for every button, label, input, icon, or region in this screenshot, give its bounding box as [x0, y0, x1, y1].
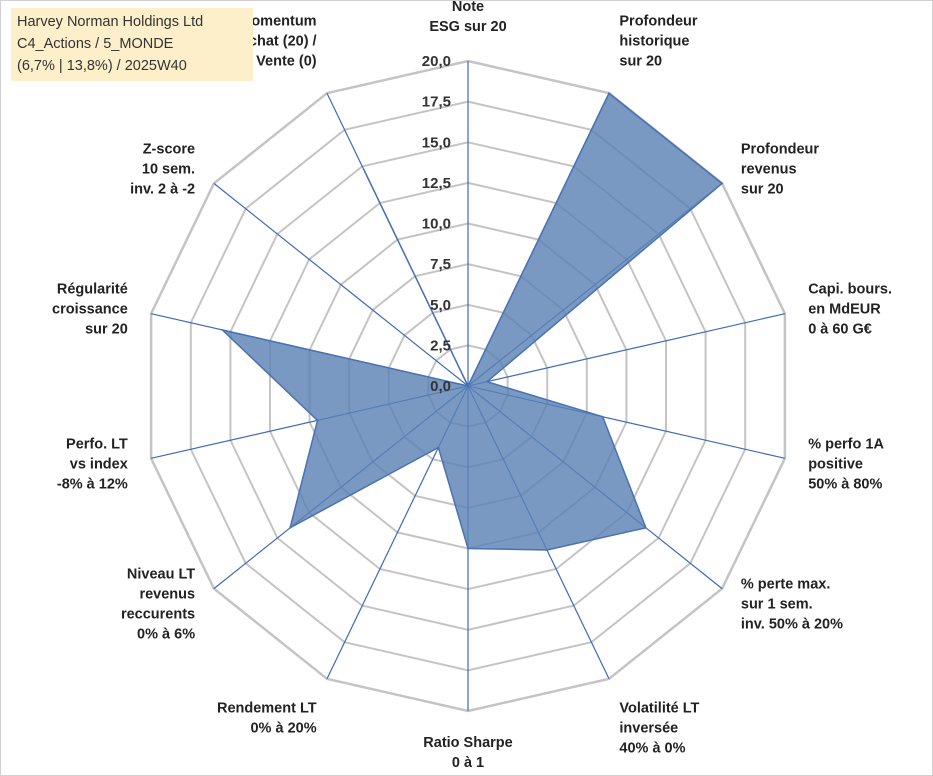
chart-title-box: Harvey Norman Holdings Ltd C4_Actions / …: [11, 8, 253, 81]
axis-label-line: sur 20: [619, 54, 662, 70]
axis-label-line: Rendement LT: [217, 700, 317, 716]
axis-label-line: 10 sem.: [142, 161, 195, 177]
tick-label: 10,0: [422, 216, 451, 233]
axis-label: Niveau LT revenus reccurents 0% à 6%: [121, 567, 195, 643]
axis-label: Profondeur historique sur 20: [619, 14, 697, 70]
axis-label-line: en MdEUR: [808, 301, 881, 317]
tick-label: 15,0: [422, 134, 451, 151]
axis-label-line: 0 à 1: [452, 755, 484, 771]
axis-label-line: Vente (0): [256, 54, 317, 70]
data-point: [645, 527, 647, 529]
axis-label-line: % perte max.: [741, 577, 830, 593]
axis-label: Perfo. LT vs index -8% à 12%: [57, 437, 128, 493]
data-point: [546, 549, 548, 551]
axis-label-line: 0% à 6%: [137, 627, 195, 643]
axis-label-line: 0% à 20%: [250, 720, 316, 736]
axis-label-line: Volatilité LT: [619, 700, 699, 716]
axis-label: % perfo 1A positive 50% à 80%: [808, 437, 884, 493]
data-point: [467, 547, 469, 550]
data-point: [362, 168, 365, 171]
data-point: [316, 419, 319, 422]
axis-label-line: Ratio Sharpe: [423, 735, 512, 751]
axis-label: Z-score 10 sem. inv. 2 à -2: [130, 141, 195, 197]
tick-label: 20,0: [422, 53, 451, 70]
axis-spoke: [213, 182, 469, 387]
axis-label-line: 50% à 80%: [808, 477, 882, 493]
data-point: [486, 380, 488, 383]
data-point: [437, 446, 440, 449]
tick-layer: 0,0 2,5 5,0 7,5 10,0 12,5 15,0 17,5 20,0: [422, 53, 451, 395]
tick-label: 12,5: [422, 175, 451, 192]
axis-label-line: positive: [808, 457, 863, 473]
axis-label-line: Achat (20) /: [238, 34, 316, 50]
axis-label-line: Niveau LT: [127, 567, 195, 583]
tick-label: 7,5: [430, 256, 451, 273]
tick-label: 0,0: [430, 378, 451, 395]
axis-label-line: vs index: [70, 457, 128, 473]
axis-label-line: historique: [619, 34, 689, 50]
axis-label-line: inv. 2 à -2: [130, 181, 195, 197]
axis-label-line: Momentum: [239, 14, 316, 30]
axis-label-line: % perfo 1A: [808, 437, 884, 453]
axis-label: % perte max. sur 1 sem. inv. 50% à 20%: [741, 577, 843, 633]
axis-label-line: inv. 50% à 20%: [741, 617, 843, 633]
axis-label: Note ESG sur 20: [429, 0, 506, 35]
axis-label-line: 0 à 60 G€: [808, 321, 872, 337]
data-point: [601, 415, 604, 418]
axis-label-line: reccurents: [121, 607, 195, 623]
title-line-period: (6,7% | 13,8%) / 2025W40: [17, 58, 187, 74]
axis-label-line: sur 20: [741, 181, 784, 197]
tick-label: 5,0: [430, 297, 451, 314]
axis-label-line: Régularité: [57, 281, 128, 297]
series-layer: [219, 92, 724, 551]
axis-label-line: Profondeur: [741, 141, 819, 157]
data-point: [289, 527, 291, 529]
axis-label-line: Perfo. LT: [66, 437, 128, 453]
data-point: [467, 385, 469, 387]
axis-label: Momentum Achat (20) / Vente (0): [238, 14, 316, 70]
axis-label: Rendement LT 0% à 20%: [217, 700, 317, 736]
tick-label: 17,5: [422, 94, 451, 111]
axis-label-line: ESG sur 20: [429, 19, 506, 35]
axis-label: Profondeur revenus sur 20: [741, 141, 819, 197]
axis-label-line: Z-score: [143, 141, 195, 157]
axis-label-line: inversée: [619, 720, 678, 736]
axis-label-line: revenus: [741, 161, 797, 177]
axis-label-line: revenus: [139, 587, 195, 603]
data-point: [221, 329, 224, 331]
series-area: [219, 92, 724, 551]
axis-label-line: Note: [452, 0, 484, 15]
label-layer: Note ESG sur 20 Profondeur historique sur 20…: [52, 0, 892, 771]
data-point: [608, 92, 610, 94]
axis-label-line: Capi. bours.: [808, 281, 892, 297]
axis-label-line: sur 1 sem.: [741, 597, 813, 613]
axis-label-line: 40% à 0%: [619, 740, 685, 756]
axis-label-line: sur 20: [85, 321, 128, 337]
axis-label: Régularité croissance sur 20: [52, 281, 128, 337]
axis-spoke: [467, 313, 786, 387]
data-point: [721, 182, 723, 185]
axis-label: Capi. bours. en MdEUR 0 à 60 G€: [808, 281, 892, 337]
tick-label: 2,5: [430, 337, 451, 354]
title-line-company: Harvey Norman Holdings Ltd: [17, 14, 204, 30]
axis-label-line: croissance: [52, 301, 128, 317]
axis-label-line: -8% à 12%: [57, 477, 128, 493]
axis-label: Ratio Sharpe 0 à 1: [423, 735, 512, 771]
axis-label-line: Profondeur: [619, 14, 697, 30]
title-line-category: C4_Actions / 5_MONDE: [17, 36, 174, 52]
axis-label: Volatilité LT inversée 40% à 0%: [619, 700, 699, 756]
